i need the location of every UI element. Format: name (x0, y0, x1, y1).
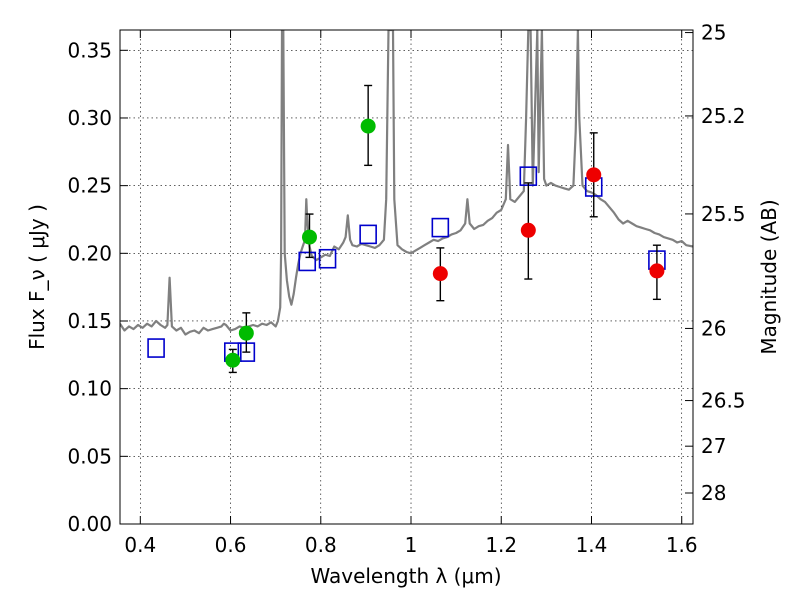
x-tick-label: 0.6 (215, 533, 247, 557)
model-photometry-square (359, 224, 377, 245)
right-tick-label: 25.2 (701, 104, 746, 128)
right-tick-label: 26.5 (701, 389, 746, 413)
nir-photometry-point (649, 263, 665, 279)
right-tick-label: 28 (701, 481, 726, 505)
plot-frame (119, 29, 694, 525)
model-photometry-square (431, 217, 450, 238)
y-tick-label: 0.30 (67, 106, 112, 130)
y-tick-label: 0.10 (67, 377, 112, 401)
right-tick-label: 26 (701, 316, 726, 340)
plot-area (120, 30, 693, 374)
right-axis-label: Magnitude (AB) (757, 199, 781, 354)
optical-photometry-point (301, 229, 317, 245)
y-tick-label: 0.35 (67, 38, 112, 62)
model-photometry-square (318, 248, 337, 269)
x-tick-label: 1.2 (485, 533, 517, 557)
right-tick-label: 27 (701, 434, 726, 458)
x-tick-label: 1 (405, 533, 418, 557)
nir-photometry-point (432, 266, 448, 282)
axis-ticks: 0.4 0.6 0.8 1 1.2 1.4 1.6 0.00 0.05 0.10 0.15 0.20 0… (67, 21, 745, 557)
optical-photometry-point (360, 118, 376, 134)
right-tick-label: 25 (701, 21, 726, 45)
model-photometry-square (298, 251, 317, 272)
x-tick-label: 0.4 (124, 533, 156, 557)
model-photometry-square (147, 338, 165, 358)
x-tick-label: 1.4 (576, 533, 608, 557)
nir-photometry-point (520, 222, 536, 238)
nir-photometry-point (586, 167, 602, 183)
y-tick-label: 0.20 (67, 241, 112, 265)
y-axis-label: Flux F_ν ( μJy ) (25, 204, 49, 350)
right-tick-label: 25.5 (701, 202, 746, 226)
spectrum-line (120, 30, 693, 336)
y-tick-label: 0.05 (67, 444, 112, 468)
optical-photometry-point (225, 352, 241, 368)
y-tick-label: 0.15 (67, 309, 112, 333)
x-tick-label: 1.6 (666, 533, 698, 557)
y-tick-label: 0.00 (67, 512, 112, 536)
x-tick-label: 0.8 (305, 533, 337, 557)
y-tick-label: 0.25 (67, 174, 112, 198)
x-axis-label: Wavelength λ (μm) (310, 564, 501, 588)
optical-photometry-point (238, 325, 254, 341)
